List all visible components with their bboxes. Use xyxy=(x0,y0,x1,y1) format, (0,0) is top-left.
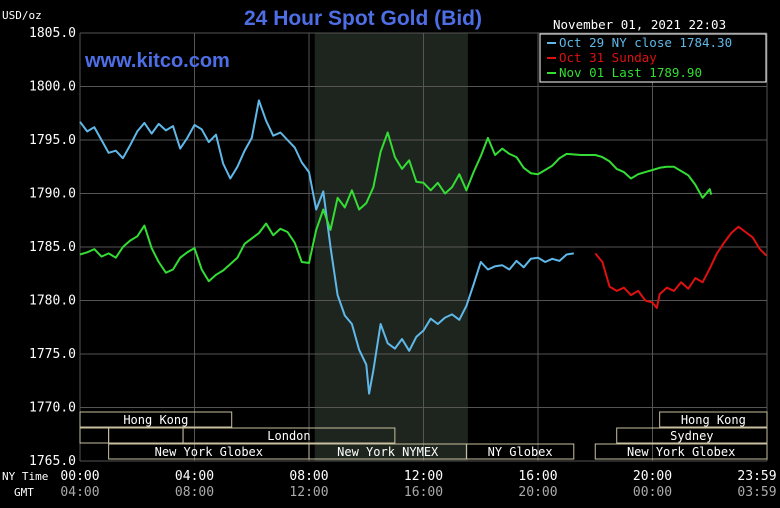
x-tick-label-gmt: 12:00 xyxy=(289,485,328,500)
y-tick-label: 1775.0 xyxy=(29,347,76,362)
series-line-oct29 xyxy=(79,99,574,395)
y-tick-label: 1805.0 xyxy=(29,26,76,41)
legend: Oct 29 NY close 1784.30 Oct 31 Sunday No… xyxy=(539,33,767,83)
timestamp: November 01, 2021 22:03 xyxy=(553,17,726,32)
session-label: Hong Kong xyxy=(123,413,188,427)
y-tick-label: 1795.0 xyxy=(29,133,76,148)
series-line-nov01 xyxy=(79,131,713,283)
x-tick-label-gmt: 03:59 xyxy=(737,485,776,500)
x-tick-label-ny: 00:00 xyxy=(60,469,99,484)
x-tick-label-ny: 12:00 xyxy=(404,469,443,484)
x-tick-label-ny: 08:00 xyxy=(289,469,328,484)
session-label: New York Globex xyxy=(627,445,735,459)
y-tick-label: 1785.0 xyxy=(29,240,76,255)
x-tick-label-ny: 16:00 xyxy=(518,469,557,484)
x-tick-label-gmt: 16:00 xyxy=(404,485,443,500)
session-box xyxy=(659,411,768,428)
session-box xyxy=(594,443,768,460)
x-tick-label-gmt: 00:00 xyxy=(633,485,672,500)
session-label: New York Globex xyxy=(155,445,263,459)
trading-session-bars: Hong Kong London New York Globex New York N… xyxy=(79,411,768,460)
x-tick-label-gmt: 20:00 xyxy=(518,485,557,500)
series-line-oct31 xyxy=(594,225,768,309)
y-tick-label: 1770.0 xyxy=(29,401,76,416)
y-tick-label: 1790.0 xyxy=(29,187,76,202)
y-tick-label: 1765.0 xyxy=(29,454,76,469)
session-label: Sydney xyxy=(670,429,713,443)
x-tick-label-ny: 20:00 xyxy=(633,469,672,484)
watermark: www.kitco.com xyxy=(84,50,230,72)
y-tick-label: 1800.0 xyxy=(29,80,76,95)
session-box xyxy=(616,427,768,444)
chart-title: 24 Hour Spot Gold (Bid) xyxy=(244,7,482,30)
x-row-label-ny-time: NY Time xyxy=(2,470,48,483)
legend-entry-nov01: Nov 01 Last 1789.90 xyxy=(559,65,702,80)
session-label: NY Globex xyxy=(488,445,553,459)
legend-entry-oct31: Oct 31 Sunday xyxy=(559,50,657,65)
x-axis-ticks: 00:00 04:00 08:00 12:00 16:00 20:00 23:5904:00… xyxy=(60,469,776,500)
grid-lines xyxy=(79,32,768,462)
y-axis-label: USD/oz xyxy=(2,9,42,22)
session-label: Hong Kong xyxy=(681,413,746,427)
legend-box xyxy=(539,33,767,83)
x-tick-label-gmt: 04:00 xyxy=(60,485,99,500)
y-axis-ticks: 1805.0 1800.0 1795.0 1790.0 1785.0 1780.0 1775… xyxy=(29,26,76,469)
y-tick-label: 1780.0 xyxy=(29,294,76,309)
x-tick-label-ny: 04:00 xyxy=(175,469,214,484)
session-box xyxy=(465,443,575,460)
x-tick-label-gmt: 08:00 xyxy=(175,485,214,500)
session-label: New York NYMEX xyxy=(337,445,439,459)
legend-entry-oct29: Oct 29 NY close 1784.30 xyxy=(559,35,732,50)
x-row-label-gmt: GMT xyxy=(14,486,34,499)
session-label: London xyxy=(267,429,310,443)
session-box xyxy=(79,411,233,428)
price-lines xyxy=(79,99,768,395)
session-box xyxy=(182,427,396,444)
x-tick-label-ny: 23:59 xyxy=(737,469,776,484)
